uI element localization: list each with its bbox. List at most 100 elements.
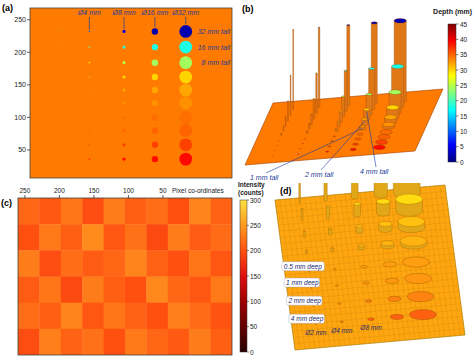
cell: [125, 303, 147, 330]
colorbar-label: Intensity(counts): [238, 181, 265, 197]
cylinder-top: [366, 93, 372, 95]
cylinder-top: [376, 199, 389, 204]
tick-label: 5: [460, 143, 464, 150]
cylinder-top: [326, 206, 329, 207]
cell: [61, 329, 83, 355]
cell: [39, 329, 61, 355]
feature: [152, 114, 158, 120]
mesh: [287, 273, 457, 288]
hole: [361, 265, 368, 268]
label-line: (counts): [238, 189, 264, 197]
tick: [27, 149, 30, 150]
cell: [104, 224, 126, 251]
arrow: [185, 17, 186, 24]
cylinder-top: [394, 18, 406, 23]
feature: [179, 138, 192, 151]
cylinder-side: [299, 183, 301, 203]
hole: [297, 153, 299, 155]
tick-label: 100: [250, 298, 261, 305]
cylinder-top: [387, 105, 399, 110]
feature: [122, 75, 125, 78]
tick: [27, 117, 30, 118]
hole: [274, 150, 276, 151]
cell: [125, 198, 147, 225]
cell: [168, 329, 190, 355]
column-label: Ø16 mm: [140, 9, 168, 16]
feature: [89, 46, 91, 48]
feature: [152, 44, 158, 50]
feature: [122, 45, 125, 48]
hole: [304, 138, 306, 140]
feature: [152, 60, 158, 66]
cell: [125, 250, 147, 277]
tick-label: 50: [18, 146, 26, 153]
cell: [146, 303, 168, 330]
feature: [122, 158, 125, 161]
cell: [18, 303, 40, 330]
panel-title: (b): [242, 4, 254, 14]
cell: [61, 303, 83, 330]
label-line: Intensity: [238, 181, 265, 189]
cell: [146, 277, 168, 304]
hole: [310, 287, 312, 289]
cell: [39, 198, 61, 225]
hole: [278, 140, 280, 141]
cell: [211, 329, 232, 355]
tick-label: 25: [460, 82, 468, 89]
annotation: Ø8 mm: [359, 324, 382, 331]
feature: [179, 84, 192, 97]
cell: [211, 303, 232, 330]
cylinder-top: [301, 208, 303, 210]
cylinder-top: [285, 116, 287, 117]
hole: [308, 271, 310, 273]
colorbar: [448, 24, 456, 162]
arrow: [367, 112, 376, 167]
annotation: 1 mm deep: [286, 279, 319, 287]
tick-label: 0: [250, 349, 254, 356]
cylinder-top: [382, 122, 394, 127]
mesh: [295, 335, 465, 350]
hole: [335, 285, 338, 286]
hole: [373, 145, 385, 150]
cylinder-top: [392, 64, 404, 69]
feature: [58, 130, 60, 132]
mesh: [293, 323, 463, 338]
cylinder-top: [342, 96, 345, 97]
colorbar-label: Depth (mm): [433, 8, 472, 16]
cylinder-top: [316, 72, 318, 74]
arrow: [124, 17, 125, 29]
panel-title: (c): [1, 198, 12, 208]
cell: [168, 277, 190, 304]
feature: [58, 76, 60, 78]
tick: [247, 250, 249, 251]
hole: [409, 310, 436, 320]
feature: [152, 28, 158, 34]
tick-label: 200: [54, 187, 65, 194]
tick: [456, 39, 459, 40]
feature: [58, 31, 60, 33]
figure: 50100150200250Ø4 mmØ8 mmØ16 mmØ32 mm32 m…: [0, 0, 474, 361]
cell: [18, 329, 40, 355]
tick: [456, 100, 459, 101]
cylinder-side: [331, 248, 334, 252]
cell: [189, 198, 211, 225]
cylinder-top: [347, 24, 350, 25]
hole: [271, 155, 273, 156]
column-label: Ø4 mm: [77, 9, 101, 16]
cylinder-side: [329, 229, 332, 236]
mesh: [280, 223, 450, 238]
cylinder-side: [292, 30, 294, 110]
row-label: 8 mm tall: [202, 59, 231, 66]
cell: [82, 277, 104, 304]
feature: [152, 100, 158, 106]
feature: [179, 124, 192, 137]
hole: [340, 321, 343, 322]
feature: [152, 74, 158, 80]
cylinder-top: [364, 108, 370, 110]
plot-c: [18, 198, 232, 355]
feature: [58, 62, 60, 64]
cylinder-top: [384, 115, 396, 120]
tick: [27, 84, 30, 85]
cylinder-top: [329, 228, 332, 229]
tick-label: 20: [460, 97, 468, 104]
